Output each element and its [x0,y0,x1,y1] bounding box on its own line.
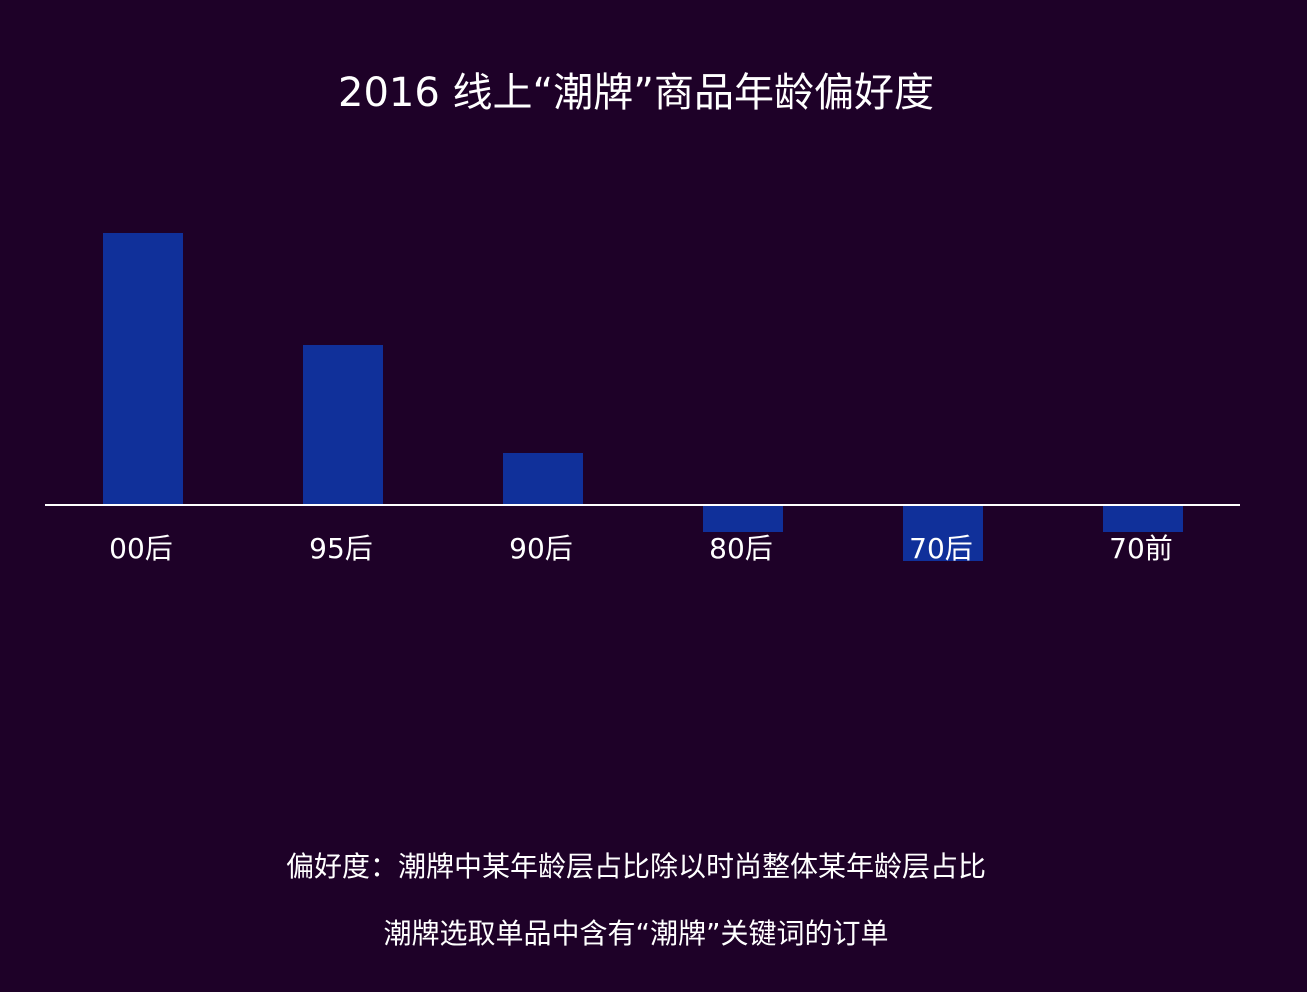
footnote: 潮牌选取单品中含有“潮牌”关键词的订单 [383,917,888,950]
x-tick-label: 95后 [309,532,373,565]
x-tick-label: 90后 [509,532,573,565]
bar [103,233,183,505]
footnote: 偏好度：潮牌中某年龄层占比除以时尚整体某年龄层占比 [286,850,986,883]
bar [903,505,983,561]
x-tick-label: 70前 [1109,532,1173,565]
x-tick-label: 80后 [709,532,773,565]
chart-title: 2016 线上“潮牌”商品年龄偏好度 [338,70,934,116]
bar [1103,505,1183,532]
x-tick-label: 00后 [109,532,173,565]
bar [303,345,383,505]
bar [503,453,583,505]
x-tick-label: 70后 [909,532,973,565]
bar [703,505,783,532]
